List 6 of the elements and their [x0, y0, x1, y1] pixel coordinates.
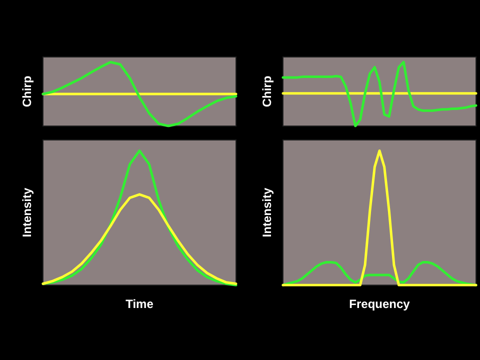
x-axis-title: Frequency [349, 297, 410, 311]
y-axis-title: Intensity [260, 188, 274, 238]
x-axis-title: Time [126, 297, 154, 311]
y-axis-title: Chirp [20, 76, 34, 108]
y-axis-title: Intensity [20, 188, 34, 238]
y-axis-title: Chirp [260, 76, 274, 108]
